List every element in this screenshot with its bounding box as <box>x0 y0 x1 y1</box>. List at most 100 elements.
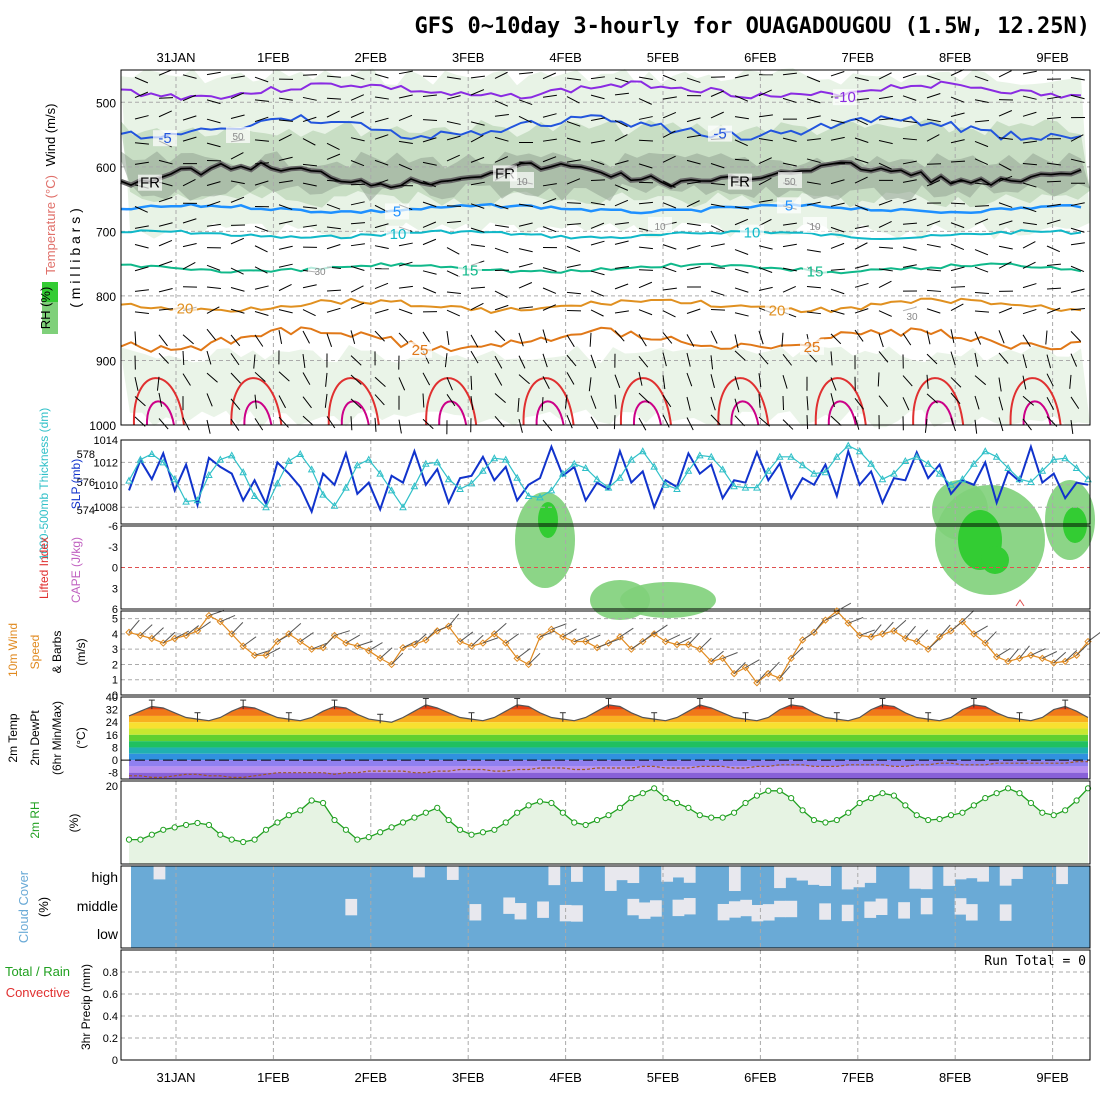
cloud-gap-high <box>909 866 922 889</box>
wind-barb <box>613 415 616 430</box>
wind10-barb <box>482 637 499 644</box>
wind10-marker <box>616 633 624 641</box>
wind10-barb <box>642 631 656 642</box>
wind-barb <box>422 372 431 386</box>
wind-barb <box>686 372 693 387</box>
wind-barb <box>926 330 931 345</box>
wind10-barb <box>653 624 668 635</box>
wind-barb <box>878 351 889 363</box>
contour-label: 10 <box>809 222 821 233</box>
wind-barb <box>758 330 764 345</box>
rh2m-marker <box>1016 790 1023 797</box>
wind-barb <box>902 222 917 225</box>
wind-barb <box>686 244 701 250</box>
wind-barb <box>590 201 605 206</box>
wind-barb <box>974 99 989 104</box>
wind10-marker <box>387 660 396 669</box>
precip-tick: 0.2 <box>103 1033 118 1045</box>
wind-barb <box>494 290 508 298</box>
cloud-level-label: middle <box>77 898 118 914</box>
wind-barb <box>254 225 269 232</box>
contour-label: 15 <box>807 264 824 281</box>
wind-barb <box>830 242 845 249</box>
wind-barb <box>878 395 889 407</box>
wind10-barb <box>322 635 335 648</box>
wind-barb <box>158 110 172 118</box>
temp-band <box>129 772 1088 779</box>
thickness-marker <box>421 459 430 467</box>
wind-barb <box>950 303 964 311</box>
wind-barb <box>638 139 654 142</box>
rh2m-marker <box>799 807 806 814</box>
rh2m-marker <box>319 799 327 807</box>
wind-barb <box>806 76 821 83</box>
temp-band <box>129 747 1088 754</box>
thickness-marker <box>741 483 750 491</box>
wind-barb <box>542 226 557 233</box>
wind-barb <box>542 94 557 98</box>
wind-barb <box>638 76 653 80</box>
wind-barb <box>494 114 509 117</box>
wind-barb <box>590 159 605 166</box>
wind-barb <box>638 246 653 250</box>
wind-barb <box>134 377 139 391</box>
thickness-marker <box>878 475 887 483</box>
wind-barb <box>758 245 773 250</box>
cloud-gap-high <box>604 866 617 891</box>
wind-barb <box>422 287 437 294</box>
rh2m-marker <box>845 809 852 816</box>
wind-barb <box>566 334 575 348</box>
panel-frame <box>120 439 1091 525</box>
wind-barb <box>278 395 287 409</box>
wind-barb <box>422 238 437 246</box>
wind-barb <box>590 76 605 80</box>
thickness-marker <box>992 452 1001 460</box>
wind-barb <box>902 120 917 124</box>
thickness-tick: 578 <box>77 449 95 461</box>
wind-barb <box>1046 180 1062 183</box>
wind-barb <box>446 220 461 224</box>
thickness-marker <box>764 466 773 474</box>
ylabel-temp2m-unit: (°C) <box>74 727 88 748</box>
precip-panel: 0.8 0.6 0.4 0.2 0 <box>103 949 1091 1067</box>
wind-barb <box>854 264 869 269</box>
wind10-marker <box>627 645 636 653</box>
wind-barb <box>734 376 740 390</box>
thickness-marker <box>593 475 601 483</box>
wind-barb <box>182 136 197 142</box>
wind-barb <box>254 116 269 123</box>
wind10-tick: 2 <box>112 659 118 671</box>
wind-barb <box>398 70 413 75</box>
wind10-barb <box>790 646 804 659</box>
pressure-tick: 1000 <box>89 419 116 433</box>
top-date-label: 2FEB <box>355 50 388 65</box>
temp-tick: 16 <box>106 730 118 742</box>
wind-barb <box>206 328 217 341</box>
wind-barb <box>254 334 264 347</box>
wind-barb <box>326 203 341 210</box>
wind-barb <box>542 156 557 163</box>
wind-barb <box>926 179 941 187</box>
wind-barb <box>998 110 1013 117</box>
thickness-marker <box>787 452 796 460</box>
wind-barb <box>878 199 893 206</box>
rh2m-marker <box>879 790 886 797</box>
cloud-level-label: low <box>97 926 119 942</box>
thickness-marker <box>364 455 373 463</box>
wind-barb <box>1046 354 1052 369</box>
wind-barb <box>278 97 293 101</box>
wind-barb <box>854 118 868 126</box>
cloud-gap-middle <box>875 898 888 915</box>
thickness-marker <box>661 480 670 488</box>
wind10-marker <box>307 645 316 653</box>
wind-barb <box>1070 353 1078 367</box>
rh2m-marker <box>297 807 304 814</box>
contour-label: 10 <box>516 177 528 188</box>
wind-barb <box>662 180 676 188</box>
wind-barb <box>398 332 409 344</box>
thickness-marker <box>387 486 396 494</box>
wind10-barb <box>962 610 975 623</box>
wind-barb <box>254 76 269 83</box>
top-date-label: 9FEB <box>1036 50 1069 65</box>
thickness-marker <box>319 490 327 498</box>
